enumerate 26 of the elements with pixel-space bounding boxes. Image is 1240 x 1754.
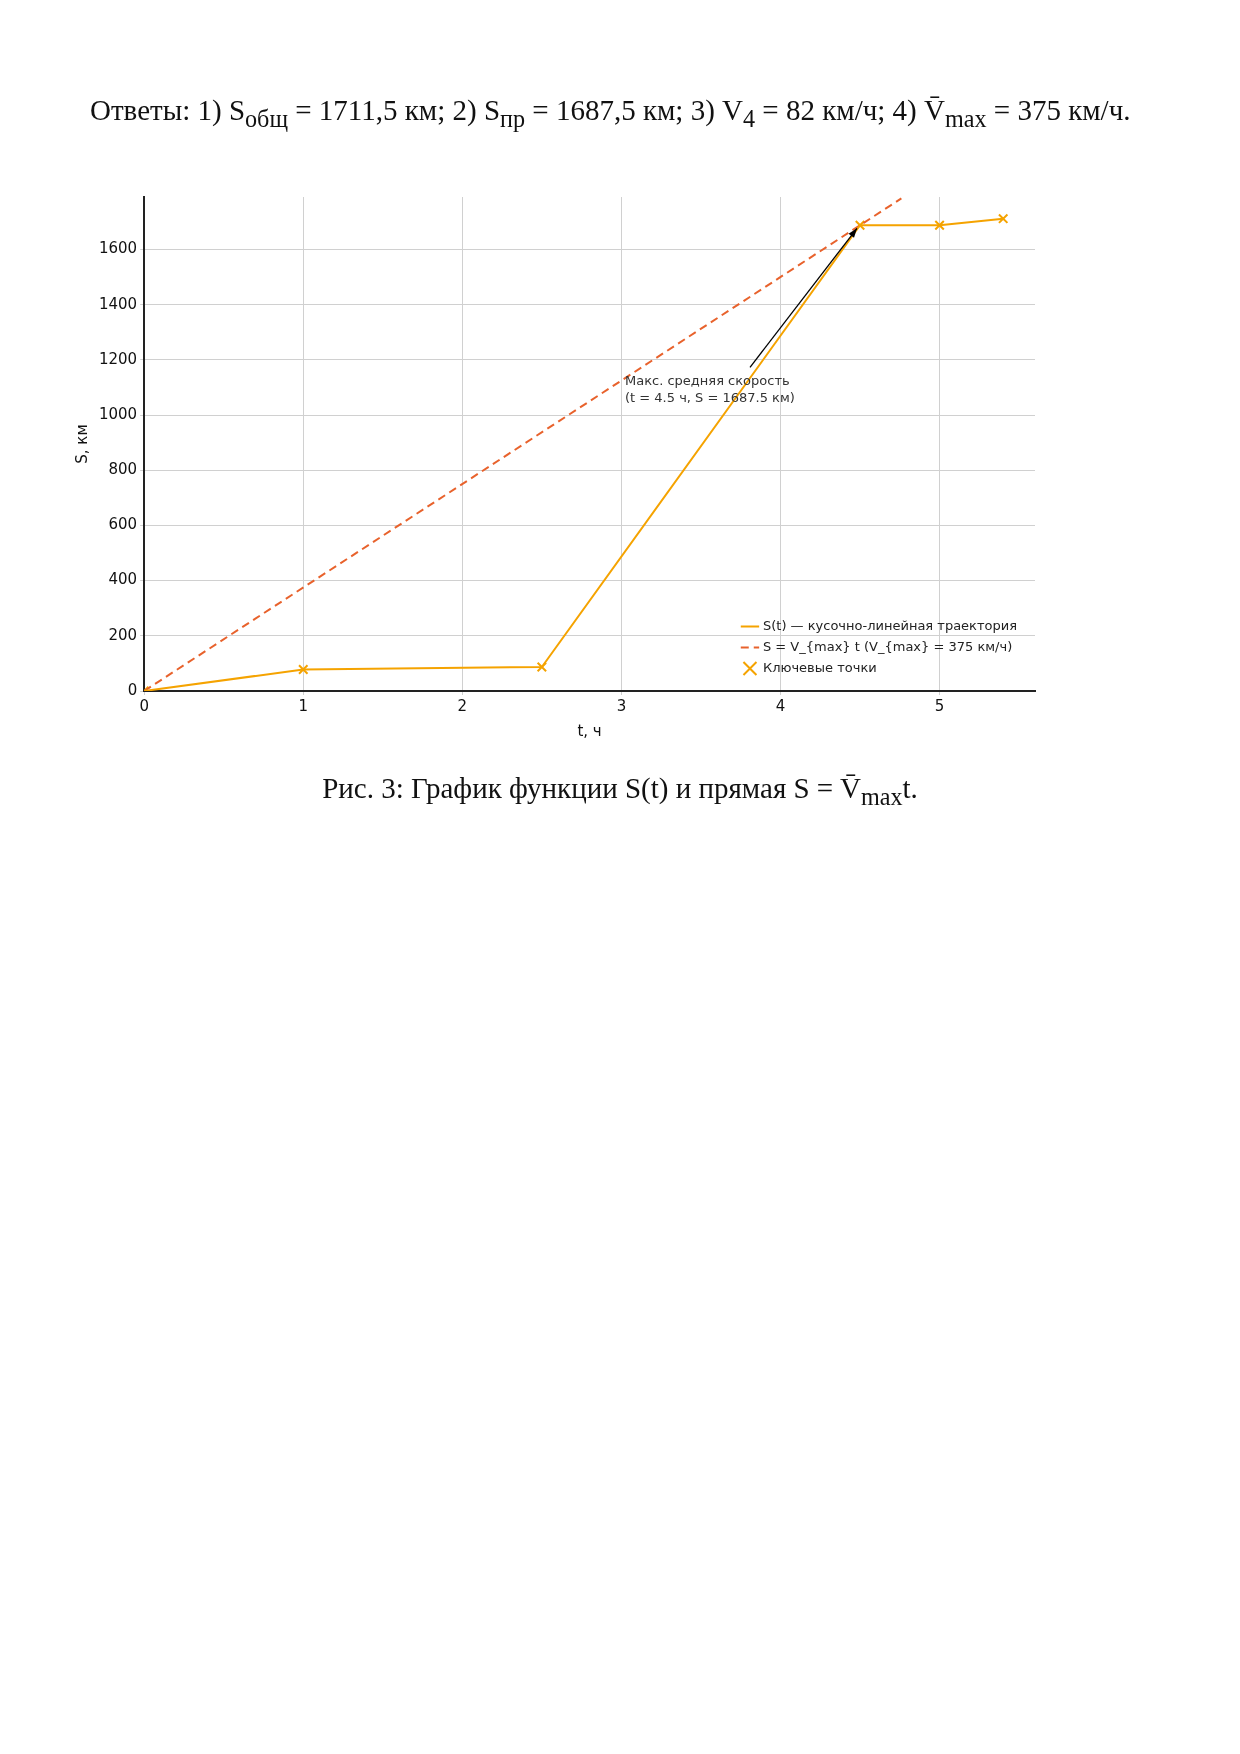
point	[536, 661, 548, 673]
x-axis-title: t, ч	[577, 721, 602, 740]
y-axis-title: S, км	[72, 424, 91, 464]
point	[997, 213, 1009, 224]
y-tick-label: 1200	[98, 349, 138, 368]
y-tick-label: 200	[108, 625, 138, 644]
point	[298, 664, 309, 675]
y-tick-label: 400	[108, 570, 138, 589]
x-tick-label: 4	[775, 696, 786, 715]
legend-label: S = V_{max} t (V_{max} = 375 км/ч)	[762, 638, 1013, 654]
x-tick-label: 1	[298, 696, 309, 715]
y-tick-label: 0	[127, 680, 138, 699]
y-tick-label: 1000	[98, 404, 138, 423]
x-tick-label: 3	[616, 696, 627, 715]
legend-label: S(t) — кусочно-линейная траектория	[762, 617, 1018, 633]
y-tick-label: 600	[108, 515, 138, 534]
point	[854, 220, 866, 231]
chart-title: Ответы: 1) S$_{общ}$ = 1711,5 км; 2) S$_{пр}$ = 1687,5 км; 3) V$_{4}$ = 82 км/ч; 4) V̄$_{max}$ = 375 км/ч.	[90, 94, 1131, 132]
y-tick-label: 800	[108, 460, 138, 479]
x-tick-label: 5	[934, 696, 945, 715]
y-tick-label: 1400	[98, 294, 138, 313]
text: Рис. 3: График функции S(t) и прямая S = V̄$_{max}$t.	[321, 772, 919, 811]
point	[934, 220, 945, 231]
legend-label: Ключевые точки	[762, 659, 877, 675]
y-tick-label: 1600	[98, 239, 138, 258]
x-tick-label: 2	[457, 696, 468, 715]
